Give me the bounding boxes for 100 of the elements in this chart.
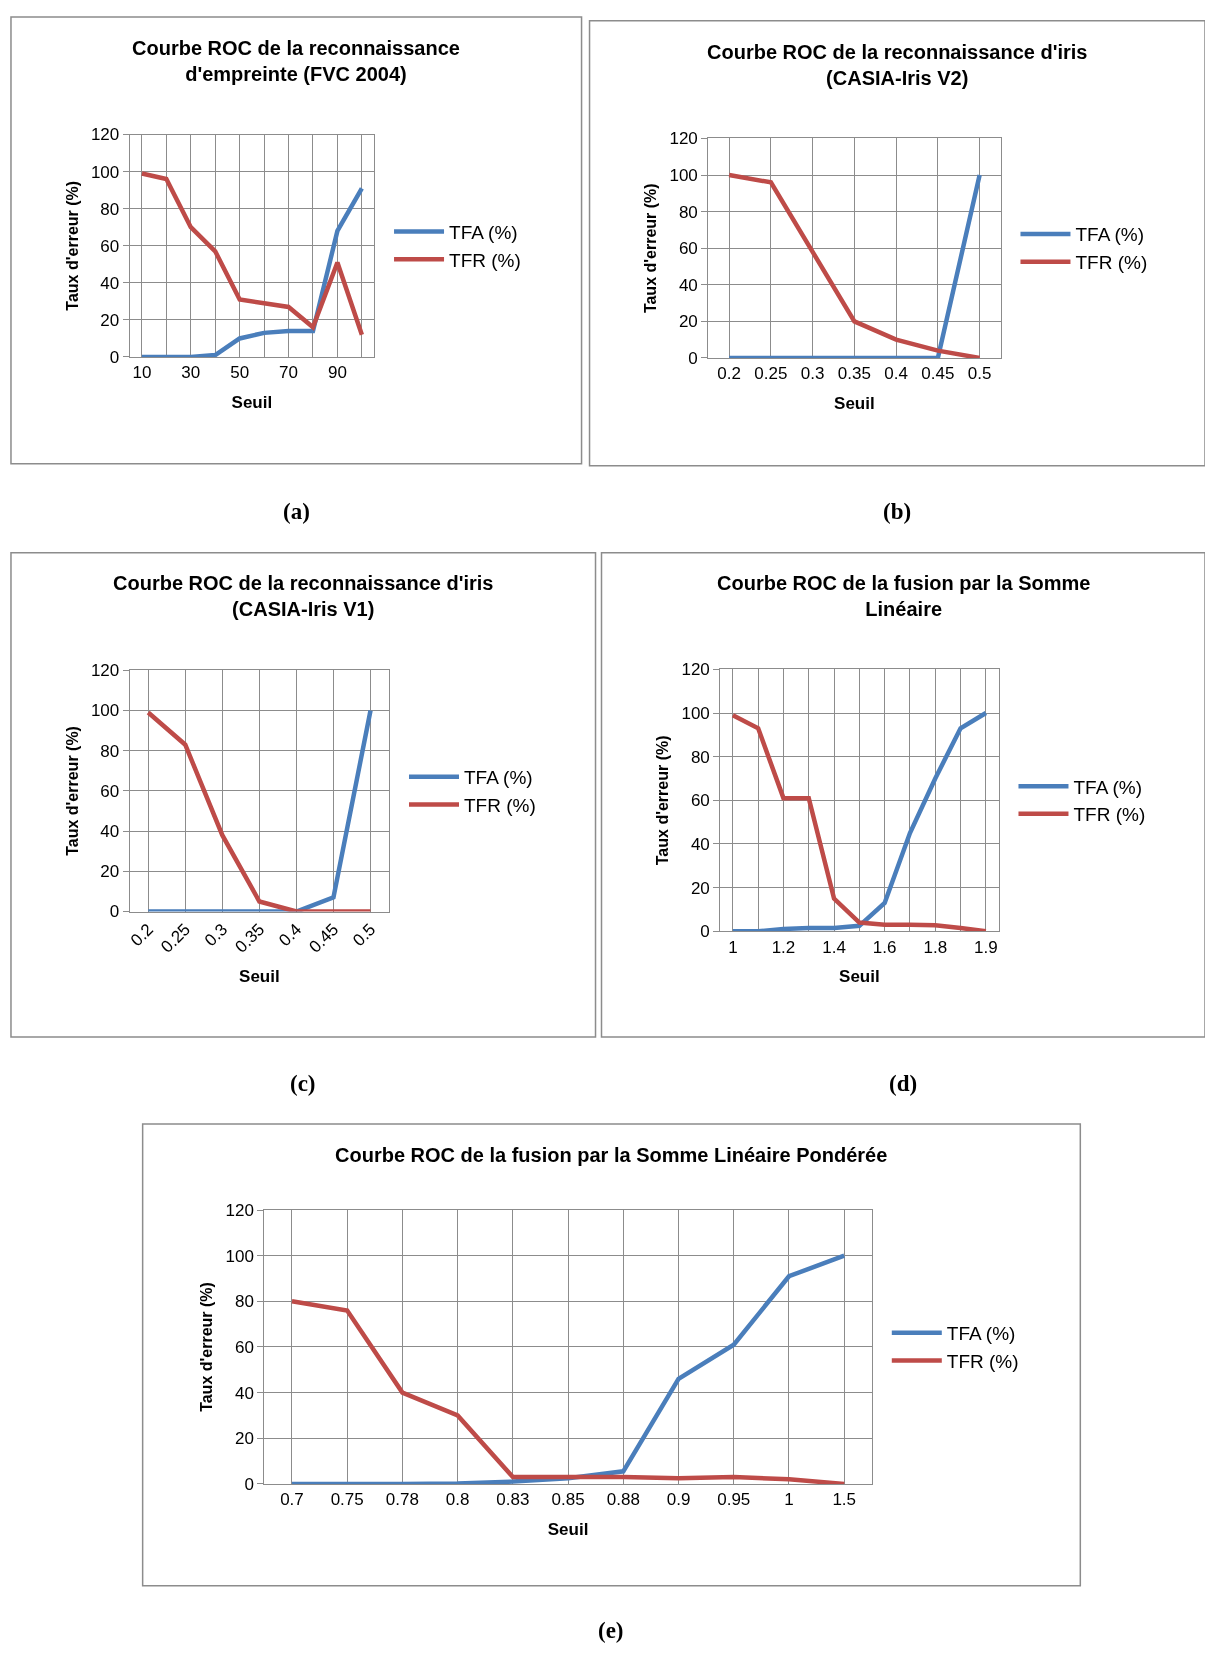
text: (e): [598, 1618, 624, 1643]
y-tick-label: 80: [100, 741, 120, 761]
x-tick-label: 0.3: [201, 919, 232, 950]
x-tick-label: 90: [327, 363, 347, 383]
chart-title: Courbe ROC de la fusion par la Somme Linéaire: [717, 572, 1091, 620]
x-tick-label: 0.9: [666, 1490, 691, 1510]
y-tick-label: 80: [690, 747, 710, 767]
text: (c): [290, 1071, 316, 1096]
y-tick-label: 60: [678, 239, 698, 259]
y-tick-label: 40: [678, 275, 698, 295]
line-series: [139, 186, 365, 357]
y-tick-label: 20: [690, 878, 710, 898]
y-tick-label: 40: [100, 822, 120, 842]
x-tick-label: 0.5: [349, 919, 380, 950]
chart-title: Courbe ROC de la reconnaissance d'iris (CASIA-Iris V2): [707, 41, 1088, 89]
x-tick-label: 0.3: [800, 364, 825, 384]
y-tick-label: 60: [690, 791, 710, 811]
y-tick-label: 20: [235, 1429, 254, 1449]
x-axis-title: Seuil: [231, 392, 273, 412]
y-tick-label: 20: [100, 862, 120, 882]
y-tick-label: 0: [109, 347, 120, 367]
y-tick-label: 80: [235, 1292, 254, 1312]
y-tick-label: 80: [678, 202, 698, 222]
x-axis-title: Seuil: [839, 967, 880, 987]
x-tick-label: 0.2: [717, 364, 741, 384]
x-tick-label: 0.83: [496, 1490, 530, 1510]
y-axis-title: Taux d'erreur (%): [198, 1282, 216, 1412]
legend-label: TFR (%): [1075, 252, 1148, 274]
y-tick-label: 120: [90, 661, 120, 681]
legend-label: TFR (%): [464, 794, 536, 816]
line-series: [139, 171, 365, 337]
line-series: [289, 1299, 847, 1484]
x-tick-label: 0.88: [606, 1490, 640, 1510]
line-series: [289, 1253, 847, 1484]
x-tick-label: 70: [279, 363, 298, 383]
x-tick-label: 0.2: [126, 919, 158, 950]
x-tick-label: 0.95: [717, 1490, 751, 1510]
y-tick-label: 40: [100, 273, 120, 293]
y-tick-label: 100: [669, 166, 698, 186]
y-tick-label: 20: [678, 312, 698, 332]
x-tick-label: 0.78: [385, 1490, 419, 1510]
y-tick-label: 100: [681, 703, 710, 723]
x-axis-title: Seuil: [239, 967, 280, 987]
x-tick-label: 0.25: [754, 364, 788, 384]
y-tick-label: 60: [100, 236, 120, 256]
y-tick-label: 120: [90, 125, 120, 145]
y-tick-label: 100: [225, 1246, 254, 1266]
x-tick-label: 1.2: [771, 937, 796, 957]
y-tick-label: 0: [700, 922, 710, 942]
x-tick-label: 1: [784, 1490, 794, 1510]
x-tick-label: 0.5: [967, 364, 992, 384]
x-tick-label: 1.9: [974, 937, 998, 957]
y-tick-label: 100: [90, 162, 120, 182]
y-tick-label: 0: [688, 348, 698, 368]
chart-title: Courbe ROC de la reconnaissance d'empreinte (FVC 2004): [132, 37, 460, 85]
y-tick-label: 120: [225, 1201, 254, 1221]
legend-label: TFR (%): [946, 1350, 1019, 1372]
x-tick-label: 1.8: [923, 937, 948, 957]
legend-label: TFA (%): [1073, 776, 1143, 798]
x-axis-title: Seuil: [547, 1519, 589, 1539]
y-tick-label: 0: [244, 1474, 254, 1494]
y-tick-label: 20: [100, 310, 120, 330]
x-tick-label: 10: [132, 363, 152, 383]
y-tick-label: 0: [109, 902, 120, 922]
x-tick-label: 0.35: [837, 364, 871, 384]
chart-title: Courbe ROC de la reconnaissance d'iris (CASIA-Iris V1): [113, 572, 494, 620]
text: (d): [889, 1071, 918, 1096]
x-tick-label: 0.4: [275, 919, 306, 950]
y-tick-label: 40: [690, 834, 710, 854]
x-tick-label: 0.8: [445, 1490, 470, 1510]
y-axis-title: Taux d'erreur (%): [63, 180, 81, 311]
x-tick-label: 30: [181, 363, 201, 383]
x-tick-label: 0.7: [280, 1490, 304, 1510]
legend-label: TFR (%): [1073, 804, 1146, 826]
y-tick-label: 120: [681, 660, 710, 680]
legend-label: TFA (%): [1075, 224, 1145, 246]
x-tick-label: 1.4: [822, 937, 846, 957]
x-tick-label: 0.45: [921, 364, 955, 384]
x-tick-label: 50: [230, 363, 250, 383]
x-tick-label: 0.85: [551, 1490, 585, 1510]
y-axis-title: Taux d'erreur (%): [642, 183, 660, 314]
y-axis-title: Taux d'erreur (%): [654, 735, 672, 866]
legend-label: TFA (%): [449, 222, 518, 244]
x-tick-label: 1.5: [832, 1490, 857, 1510]
legend-label: TFR (%): [449, 249, 521, 271]
y-tick-label: 120: [669, 129, 698, 149]
x-axis-title: Seuil: [834, 393, 875, 413]
text: (b): [883, 499, 912, 524]
y-tick-label: 80: [100, 199, 120, 219]
y-tick-label: 100: [90, 701, 120, 721]
legend-label: TFA (%): [946, 1323, 1016, 1345]
x-tick-label: 0.75: [330, 1490, 364, 1510]
y-tick-label: 60: [235, 1337, 254, 1357]
y-tick-label: 40: [235, 1383, 254, 1403]
y-axis-title: Taux d'erreur (%): [63, 726, 81, 856]
x-tick-label: 1: [728, 937, 738, 957]
legend-label: TFA (%): [464, 767, 533, 789]
y-tick-label: 60: [100, 781, 120, 801]
chart-title: Courbe ROC de la fusion par la Somme Linéaire Pondérée: [335, 1144, 888, 1166]
text: (a): [283, 499, 310, 524]
